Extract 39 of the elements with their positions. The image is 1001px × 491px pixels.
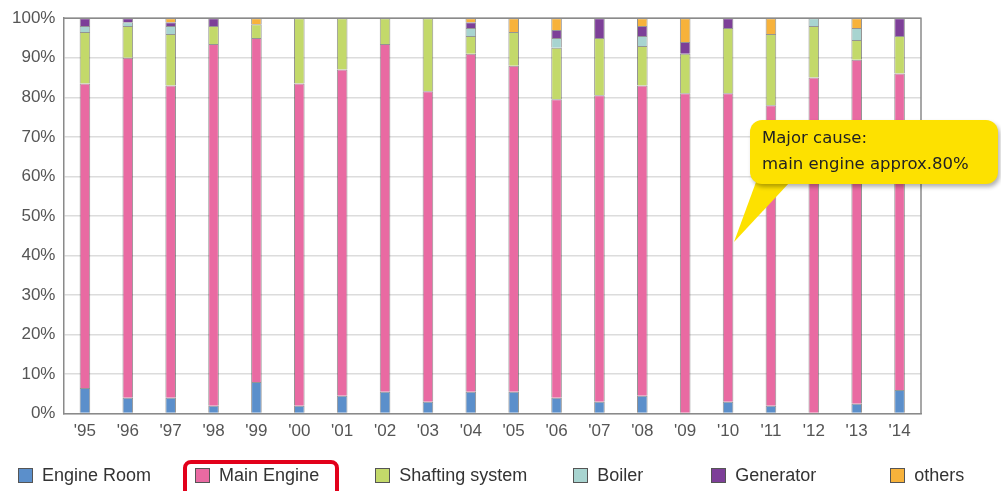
y-tick-label: 90% (21, 47, 56, 67)
legend-label: Main Engine (219, 465, 320, 486)
x-tick-label: '00 (288, 421, 311, 441)
x-tick-label: '08 (631, 421, 654, 441)
x-tick-label: '02 (373, 421, 397, 441)
y-tick-label: 20% (21, 324, 56, 344)
y-tick-label: 0% (30, 403, 56, 423)
legend-label: Boiler (597, 465, 644, 486)
y-tick-label: 40% (21, 245, 56, 265)
y-tick-label: 100% (12, 7, 56, 27)
x-tick-label: '05 (502, 421, 525, 441)
x-tick-label: '98 (202, 421, 225, 441)
x-tick-label: '96 (116, 421, 139, 441)
x-tick-label: '11 (760, 421, 782, 441)
y-tick-label: 50% (21, 205, 56, 225)
annotation: Major cause: main engine approx.80% (750, 120, 998, 184)
x-tick-label: '99 (245, 421, 268, 441)
x-tick-label: '14 (888, 421, 911, 441)
x-tick-label: '04 (459, 421, 482, 441)
x-tick-label: '97 (159, 421, 182, 441)
legend-label: others (914, 465, 965, 486)
speech-bubble: Major cause: main engine approx.80% (732, 120, 1000, 242)
legend-label: Shafting system (399, 465, 528, 486)
y-tick-label: 60% (21, 166, 56, 186)
x-tick-label: '03 (416, 421, 439, 441)
x-tick-label: '95 (73, 421, 96, 441)
x-tick-label: '09 (674, 421, 697, 441)
legend-label: Engine Room (42, 465, 152, 486)
y-tick-label: 80% (21, 86, 56, 106)
y-tick-label: 30% (21, 284, 56, 304)
x-tick-label: '01 (331, 421, 354, 441)
x-tick-label: '12 (802, 421, 825, 441)
x-tick-label: '06 (545, 421, 568, 441)
y-tick-label: 70% (21, 126, 56, 146)
x-tick-label: '07 (588, 421, 611, 441)
legend-label: Generator (735, 465, 817, 486)
x-tick-label: '10 (716, 421, 740, 441)
x-tick-label: '13 (845, 421, 868, 441)
y-tick-label: 10% (21, 363, 56, 383)
